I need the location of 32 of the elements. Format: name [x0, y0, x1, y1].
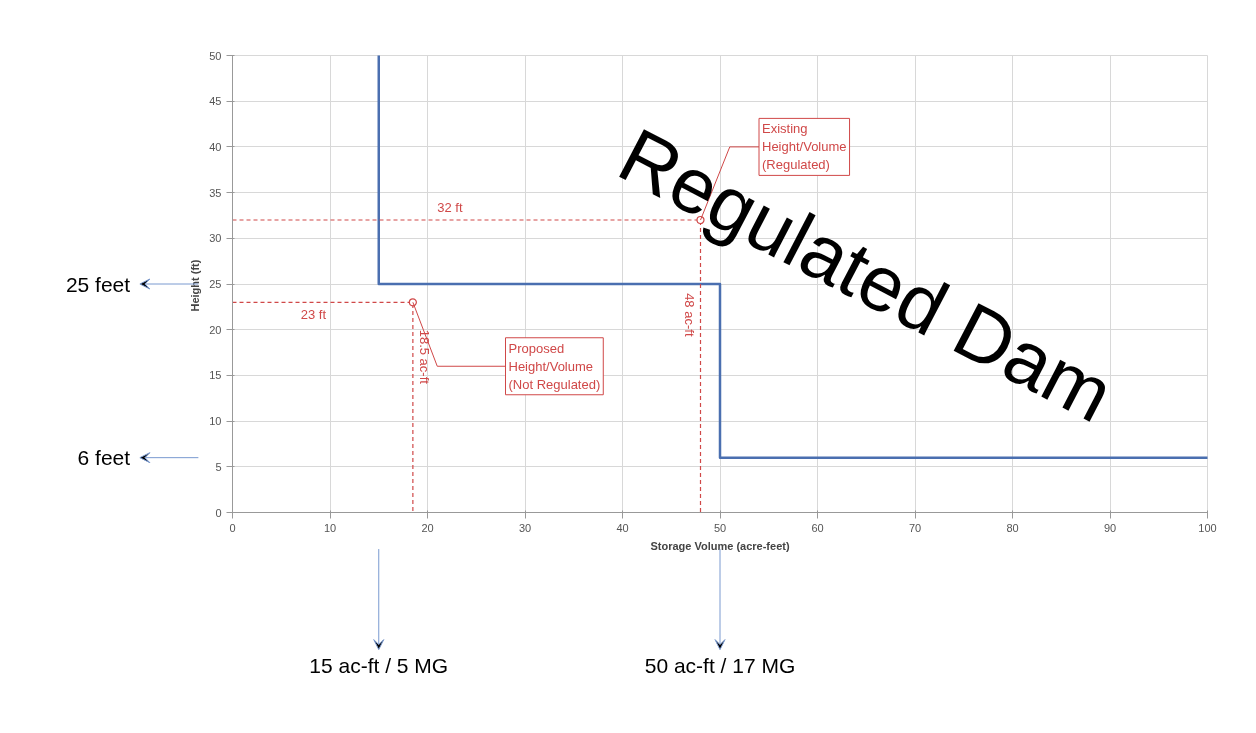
annotation: 23 ft	[300, 306, 327, 322]
y-tick-label: 15	[209, 369, 222, 382]
y-tick-label: 30	[209, 232, 222, 245]
y-tick-label: 35	[209, 186, 222, 199]
annotation: 32 ft	[437, 200, 463, 216]
annotation: 18.5 ac-ft	[416, 329, 432, 385]
y-tick-label: 50	[209, 49, 222, 62]
x-axis-title: Storage Volume (acre-feet)	[650, 539, 790, 552]
y-tick-label: 20	[209, 323, 222, 336]
x-tick-label: 80	[1006, 521, 1019, 534]
y-axis-title: Height (ft)	[189, 259, 202, 312]
annotation: Proposed Height/Volume (Not Regulated)	[508, 340, 601, 392]
y-tick-label: 0	[215, 506, 222, 519]
x-tick-label: 10	[323, 521, 337, 534]
text: 25 feet	[65, 272, 131, 296]
x-tick-label: 30	[518, 521, 532, 534]
y-tick-label: 45	[209, 95, 222, 108]
x-tick-label: 60	[811, 521, 824, 534]
text: 50 ac-ft / 17 MG	[644, 654, 796, 678]
y-tick-label: 25	[209, 278, 222, 290]
y-tick-label: 5	[215, 460, 222, 473]
text: 15 ac-ft / 5 MG	[309, 654, 449, 678]
text: 6 feet	[77, 446, 131, 470]
x-tick-label: 0	[229, 521, 236, 534]
x-tick-label: 20	[421, 521, 434, 534]
y-tick-label: 40	[209, 140, 222, 153]
x-tick-label: 100	[1198, 521, 1217, 534]
x-tick-label: 90	[1103, 521, 1117, 534]
x-tick-label: 50	[713, 521, 727, 534]
y-tick-label: 10	[209, 415, 222, 428]
x-tick-label: 70	[908, 521, 922, 534]
x-tick-label: 40	[616, 521, 629, 534]
